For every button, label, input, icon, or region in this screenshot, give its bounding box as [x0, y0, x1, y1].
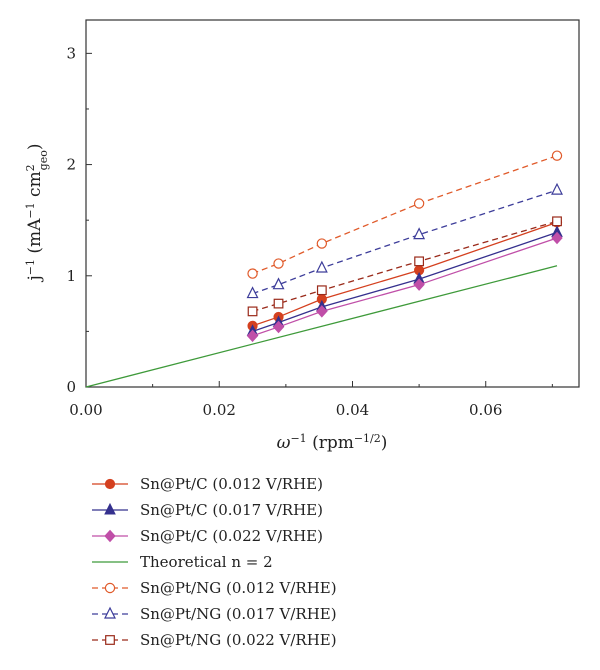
data-point	[272, 320, 285, 334]
data-point	[272, 277, 285, 290]
data-point	[551, 150, 563, 161]
series-line	[252, 237, 558, 337]
series-line	[252, 220, 558, 312]
legend-label: Sn@Pt/C (0.017 V/RHE)	[140, 501, 323, 519]
y-tick-label: 0	[66, 378, 76, 396]
legend-label: Sn@Pt/C (0.022 V/RHE)	[140, 527, 323, 545]
legend-item: Sn@Pt/C (0.022 V/RHE)	[92, 527, 323, 545]
data-point	[414, 256, 425, 267]
axes: 0.00 0.02 0.04 0.06 0 1 2 3	[66, 19, 580, 419]
data-point	[413, 278, 425, 291]
legend-marker	[104, 502, 116, 515]
data-point	[247, 268, 258, 279]
legend-item: Sn@Pt/NG (0.022 V/RHE)	[92, 631, 337, 649]
series-line	[252, 155, 558, 275]
data-point	[551, 182, 563, 195]
series-5	[247, 150, 563, 279]
series-3	[246, 231, 563, 343]
y-axis-title: j−1 (mA−1 cm2geo)	[24, 143, 50, 282]
data-point	[316, 238, 328, 249]
data-point	[413, 227, 426, 240]
y-tick-label: 2	[66, 156, 76, 174]
x-tick-label: 0.04	[336, 401, 369, 419]
series-line	[252, 221, 558, 327]
x-tick-label: 0.06	[469, 401, 502, 419]
data-point	[413, 198, 425, 209]
data-point	[316, 305, 328, 318]
data-point	[552, 216, 562, 227]
legend-marker	[104, 529, 116, 543]
data-point	[273, 298, 284, 309]
legend-item: Sn@Pt/C (0.012 V/RHE)	[92, 475, 323, 493]
series-layer	[85, 150, 563, 388]
series-4	[85, 265, 558, 388]
legend-item: Sn@Pt/NG (0.017 V/RHE)	[92, 605, 337, 623]
series-line	[85, 265, 558, 388]
legend-marker	[104, 582, 116, 594]
legend-label: Sn@Pt/C (0.012 V/RHE)	[140, 475, 323, 493]
legend-item: Sn@Pt/NG (0.012 V/RHE)	[92, 579, 337, 597]
plot-frame	[85, 19, 580, 388]
legend-item: Sn@Pt/C (0.017 V/RHE)	[92, 501, 323, 519]
series-1	[247, 217, 563, 331]
data-point	[247, 306, 258, 317]
series-6	[246, 182, 563, 299]
data-point	[246, 329, 259, 343]
legend: Sn@Pt/C (0.012 V/RHE) Sn@Pt/C (0.017 V/RH…	[92, 475, 337, 649]
legend-marker	[104, 606, 116, 619]
data-point	[273, 258, 284, 269]
x-tick-label: 0.00	[69, 401, 102, 419]
legend-marker	[105, 635, 115, 645]
legend-marker	[104, 478, 116, 490]
y-tick-label: 3	[66, 44, 76, 62]
y-tick-label: 1	[66, 267, 76, 285]
legend-label: Sn@Pt/NG (0.017 V/RHE)	[140, 605, 337, 623]
series-line	[252, 231, 558, 333]
x-tick-label: 0.02	[203, 401, 236, 419]
x-axis-title: ω−1 (rpm−1/2)	[277, 432, 388, 454]
legend-label: Theoretical n = 2	[140, 553, 273, 571]
series-2	[246, 225, 563, 336]
data-point	[551, 231, 563, 245]
data-point	[315, 260, 328, 273]
axis-titles: ω−1 (rpm−1/2) j−1 (mA−1 cm2geo)	[24, 143, 388, 453]
legend-label: Sn@Pt/NG (0.012 V/RHE)	[140, 579, 337, 597]
data-point	[246, 286, 259, 299]
legend-item: Theoretical n = 2	[92, 553, 273, 571]
series-7	[247, 216, 562, 317]
legend-label: Sn@Pt/NG (0.022 V/RHE)	[140, 631, 337, 649]
data-point	[316, 285, 327, 296]
